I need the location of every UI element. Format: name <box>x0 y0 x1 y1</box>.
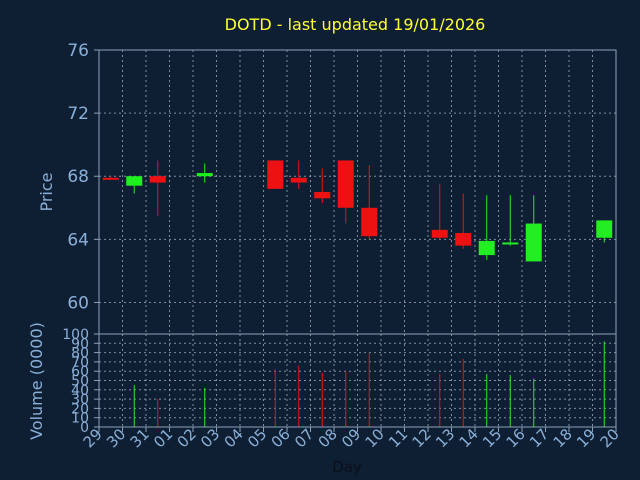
price-axis-label: Price <box>37 172 56 211</box>
x-tick-label: 06 <box>268 425 294 451</box>
x-tick-label: 11 <box>385 425 411 451</box>
x-tick-label: 31 <box>127 425 153 451</box>
x-tick-label: 15 <box>479 425 505 451</box>
volume-series <box>133 341 605 427</box>
price-y-ticks: 60 64 68 72 76 <box>67 41 99 313</box>
candle-body <box>290 177 307 183</box>
x-tick-label: 10 <box>362 425 388 451</box>
price-tick-label: 72 <box>67 104 89 124</box>
chart-title: DOTD - last updated 19/01/2026 <box>225 15 486 34</box>
x-tick-label: 07 <box>291 425 317 451</box>
candlestick-series <box>102 160 613 262</box>
candle-body <box>196 173 213 177</box>
volume-tick-label: 20 <box>71 401 89 417</box>
volume-grid <box>99 333 616 428</box>
x-tick-label: 12 <box>409 425 435 451</box>
candle-body <box>502 242 519 245</box>
price-tick-label: 60 <box>67 293 89 313</box>
x-tick-label: 05 <box>244 425 270 451</box>
x-axis-ticks: 2930310102030405060708091011121314151617… <box>80 425 623 451</box>
candle-body <box>126 176 143 186</box>
x-tick-label: 04 <box>221 425 247 451</box>
volume-tick-label: 80 <box>71 346 89 362</box>
candle-body <box>431 229 448 238</box>
volume-tick-label: 90 <box>71 336 89 352</box>
candle-body <box>314 192 331 199</box>
price-tick-label: 76 <box>67 41 89 61</box>
price-grid <box>99 49 616 334</box>
x-tick-label: 14 <box>456 425 482 451</box>
x-tick-label: 17 <box>526 425 552 451</box>
x-tick-label: 02 <box>174 425 200 451</box>
price-panel: 60 64 68 72 76 <box>67 41 617 335</box>
candle-body <box>525 223 542 262</box>
volume-tick-label: 0 <box>80 420 89 436</box>
candle-body <box>361 207 378 237</box>
volume-tick-label: 40 <box>71 383 89 399</box>
x-tick-label: 13 <box>432 425 458 451</box>
candle-body <box>267 160 284 189</box>
price-tick-label: 64 <box>67 230 89 250</box>
x-tick-label: 20 <box>597 425 623 451</box>
candle-body <box>596 220 613 238</box>
x-tick-label: 09 <box>338 425 364 451</box>
x-tick-label: 30 <box>103 425 129 451</box>
volume-tick-label: 10 <box>71 411 89 427</box>
price-tick-label: 68 <box>67 167 89 187</box>
candle-body <box>455 233 472 246</box>
x-tick-label: 03 <box>197 425 223 451</box>
candle-body <box>337 160 354 208</box>
volume-tick-label: 60 <box>71 364 89 380</box>
x-tick-label: 08 <box>315 425 341 451</box>
candle-body <box>478 240 495 256</box>
candle-body <box>149 176 166 183</box>
candle-body <box>102 177 119 180</box>
volume-tick-label: 30 <box>71 392 89 408</box>
x-axis-label: Day <box>332 458 362 476</box>
x-tick-label: 18 <box>550 425 576 451</box>
volume-axis-label: Volume (0000) <box>27 322 46 440</box>
x-tick-label: 16 <box>503 425 529 451</box>
volume-tick-label: 100 <box>62 327 89 343</box>
volume-tick-label: 70 <box>71 355 89 371</box>
x-tick-label: 01 <box>150 425 176 451</box>
x-tick-label: 19 <box>573 425 599 451</box>
volume-tick-label: 50 <box>71 374 89 390</box>
